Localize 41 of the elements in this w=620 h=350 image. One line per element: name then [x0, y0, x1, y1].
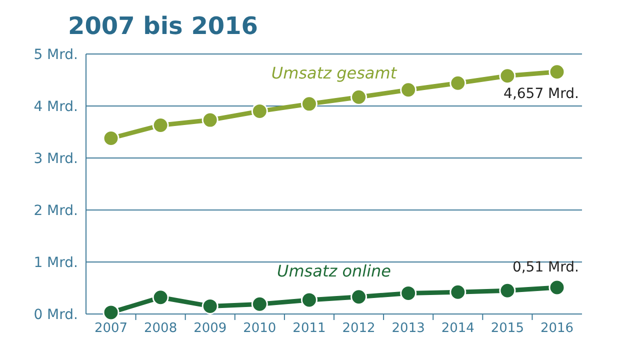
point — [251, 102, 268, 120]
x-tick-label: 2013 — [392, 321, 425, 336]
point — [450, 284, 466, 300]
point — [499, 68, 516, 84]
point — [548, 64, 566, 80]
annotation: 4,657 Mrd. — [504, 86, 579, 102]
point — [350, 88, 368, 106]
point — [152, 289, 169, 306]
point — [499, 282, 516, 299]
x-tick-label: 2015 — [490, 321, 524, 336]
x-tick-label: 2008 — [144, 321, 178, 336]
point — [202, 112, 218, 128]
point — [400, 284, 417, 302]
x-tick-label: 2014 — [441, 321, 474, 336]
series-label: Umsatz online — [277, 261, 392, 280]
point — [251, 296, 268, 312]
y-tick-label: 1 Mrd. — [34, 254, 78, 271]
point — [300, 96, 318, 112]
y-tick-label: 0 Mrd. — [34, 306, 78, 323]
x-tick-label: 2011 — [292, 321, 326, 336]
annotation: 0,51 Mrd. — [512, 259, 579, 276]
y-tick-label: 3 Mrd. — [34, 150, 78, 167]
point — [450, 74, 466, 92]
chart-title: 2007 bis 2016 — [68, 12, 258, 40]
point — [152, 116, 169, 134]
point — [548, 279, 566, 296]
x-tick-label: 2009 — [194, 321, 227, 336]
point — [102, 304, 120, 321]
x-tick-label: 2016 — [540, 321, 574, 336]
point — [300, 292, 318, 308]
point — [400, 82, 417, 98]
point — [202, 298, 218, 314]
y-tick-label: 4 Mrd. — [34, 98, 78, 115]
series-label: Umsatz gesamt — [271, 64, 398, 83]
point — [350, 288, 368, 306]
y-tick-label: 2 Mrd. — [34, 202, 78, 219]
x-tick-label: 2010 — [243, 321, 276, 336]
y-tick-label: 5 Mrd. — [34, 46, 78, 63]
x-tick-label: 2007 — [94, 321, 128, 336]
point — [102, 130, 120, 146]
x-tick-label: 2012 — [342, 321, 376, 336]
